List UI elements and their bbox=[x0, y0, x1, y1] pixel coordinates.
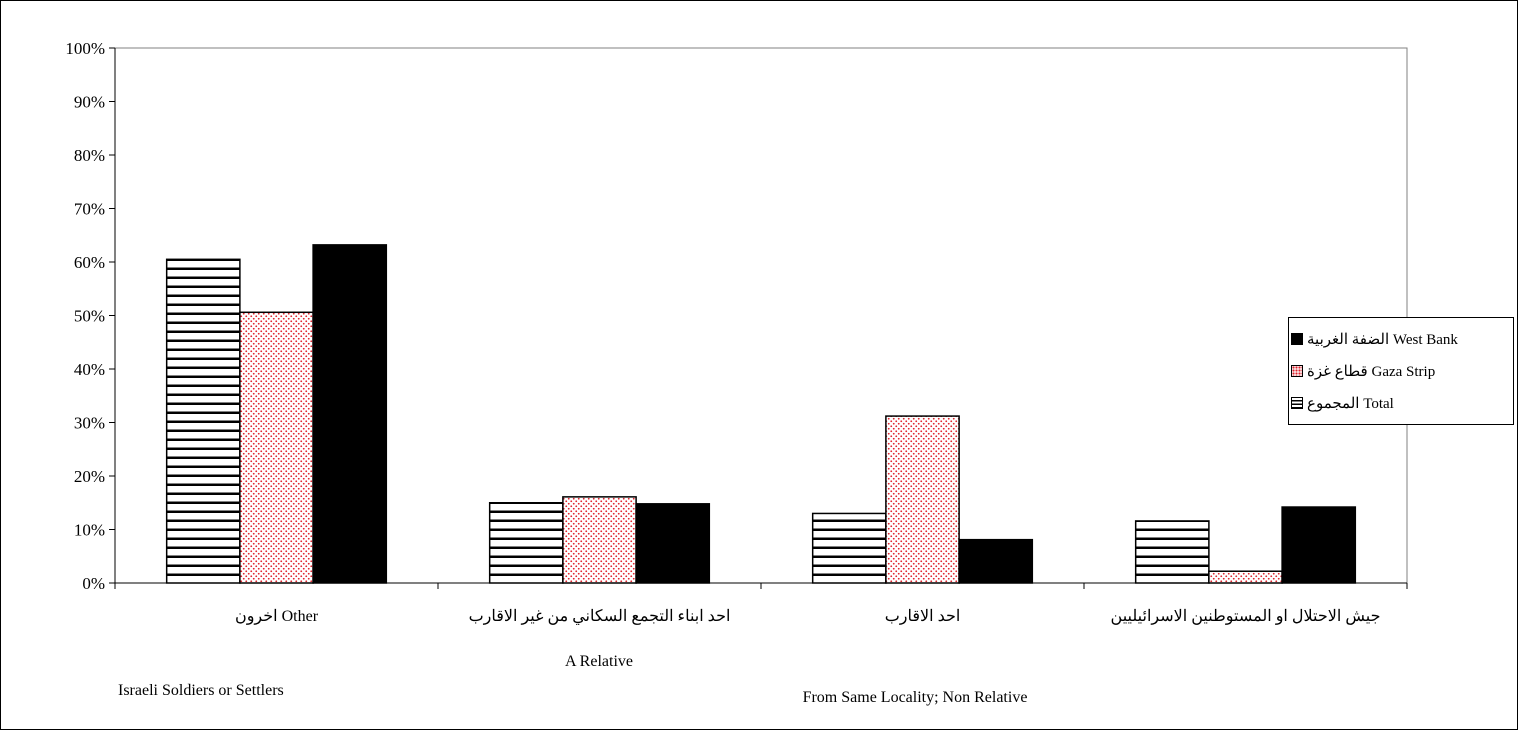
bar bbox=[958, 538, 1034, 584]
y-tick-label: 20% bbox=[74, 467, 105, 486]
y-tick-label: 60% bbox=[74, 253, 105, 272]
legend-swatch-total bbox=[1291, 397, 1303, 409]
y-tick-label: 30% bbox=[74, 414, 105, 433]
bar bbox=[312, 244, 388, 584]
legend-swatch-gaza-strip bbox=[1291, 365, 1303, 377]
label-israeli-soldiers: Israeli Soldiers or Settlers bbox=[118, 682, 284, 699]
x-axis: اخرون Other احد ابناء التجمع السكاني من غ… bbox=[114, 582, 1408, 625]
x-tick-label: جيش الاحتلال او المستوطنين الاسرائيليين bbox=[1111, 608, 1381, 625]
legend: الضفة الغربية West Bank قطاع غزة Gaza St… bbox=[1288, 317, 1514, 425]
label-same-locality: From Same Locality; Non Relative bbox=[802, 689, 1028, 706]
bar bbox=[562, 496, 637, 584]
legend-swatch-west-bank bbox=[1291, 333, 1303, 345]
bar bbox=[1281, 506, 1357, 584]
x-tick-label: احد الاقارب bbox=[885, 608, 961, 625]
legend-item-west-bank: الضفة الغربية West Bank bbox=[1291, 328, 1458, 350]
label-a-relative: A Relative bbox=[565, 653, 633, 670]
y-tick-label: 0% bbox=[82, 574, 105, 593]
bar bbox=[811, 512, 887, 584]
bar bbox=[239, 311, 314, 584]
bar bbox=[1208, 570, 1283, 584]
bar bbox=[885, 415, 960, 584]
bar bbox=[635, 503, 711, 584]
y-tick-label: 70% bbox=[74, 200, 105, 219]
x-tick-label: اخرون Other bbox=[235, 608, 319, 625]
y-tick-label: 50% bbox=[74, 307, 105, 326]
bar bbox=[1134, 520, 1210, 584]
y-tick-label: 90% bbox=[74, 93, 105, 112]
y-tick-label: 10% bbox=[74, 521, 105, 540]
bar bbox=[165, 258, 241, 584]
legend-label: الضفة الغربية West Bank bbox=[1307, 331, 1458, 348]
y-tick-label: 100% bbox=[65, 39, 105, 58]
x-tick-label: احد ابناء التجمع السكاني من غير الاقارب bbox=[469, 608, 731, 625]
legend-label: قطاع غزة Gaza Strip bbox=[1307, 363, 1436, 380]
legend-item-gaza-strip: قطاع غزة Gaza Strip bbox=[1291, 360, 1435, 382]
bars bbox=[165, 244, 1357, 584]
y-tick-label: 40% bbox=[74, 360, 105, 379]
bar bbox=[488, 502, 564, 584]
y-tick-label: 80% bbox=[74, 146, 105, 165]
legend-item-total: المجموع Total bbox=[1291, 392, 1394, 414]
y-axis: 0% 10% 20% 30% 40% 50% 60% 70% 80% 90% 100% bbox=[65, 39, 116, 593]
legend-label: المجموع Total bbox=[1307, 395, 1394, 412]
